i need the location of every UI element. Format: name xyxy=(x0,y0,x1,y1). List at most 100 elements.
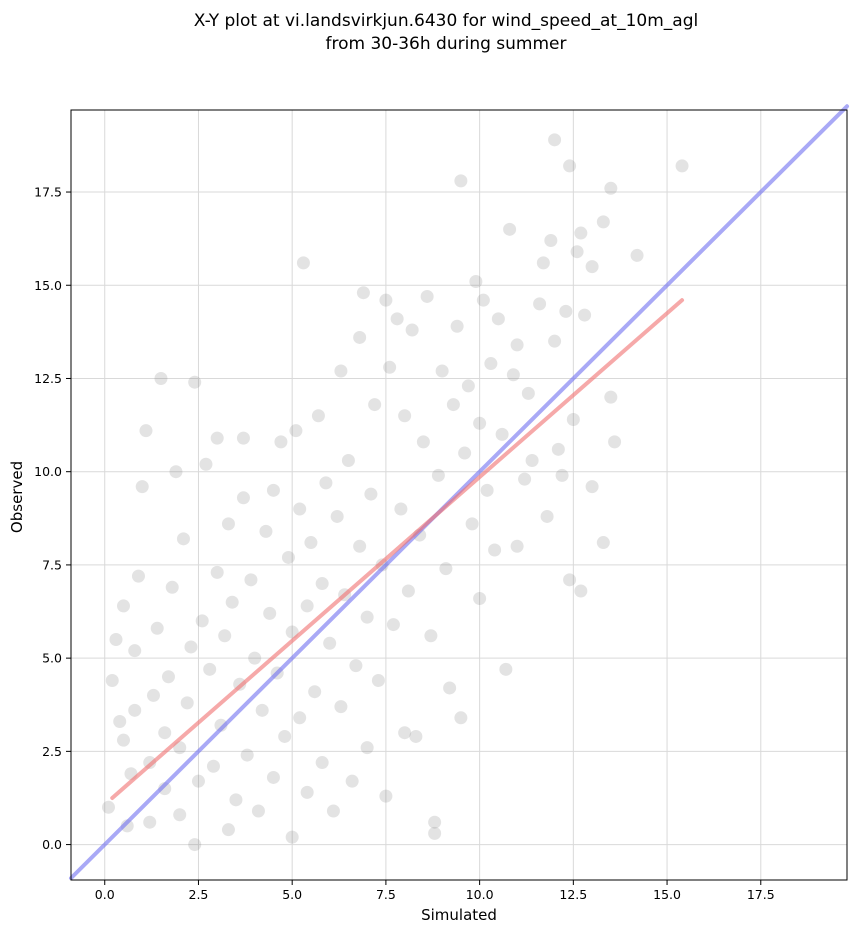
scatter-point xyxy=(563,159,577,173)
scatter-point xyxy=(416,435,430,449)
scatter-point xyxy=(169,465,183,479)
scatter-point xyxy=(135,480,149,494)
scatter-point xyxy=(461,379,475,393)
scatter-point xyxy=(473,591,487,605)
scatter-point xyxy=(315,756,329,770)
scatter-point xyxy=(401,584,415,598)
scatter-point xyxy=(105,674,119,688)
scatter-point xyxy=(548,133,562,147)
scatter-point xyxy=(109,632,123,646)
scatter-point xyxy=(431,468,445,482)
scatter-point xyxy=(341,454,355,468)
scatter-point xyxy=(334,364,348,378)
scatter-point xyxy=(506,368,520,382)
scatter-point xyxy=(180,696,194,710)
scatter-point xyxy=(585,480,599,494)
scatter-point xyxy=(443,681,457,695)
scatter-point xyxy=(574,226,588,240)
scatter-point xyxy=(390,312,404,326)
scatter-point xyxy=(473,416,487,430)
scatter-point xyxy=(300,785,314,799)
x-tick-label: 7.5 xyxy=(376,887,396,902)
reference-lines xyxy=(69,104,849,881)
plot-frame xyxy=(70,109,848,881)
scatter-point xyxy=(604,390,618,404)
scatter-point xyxy=(293,711,307,725)
scatter-point xyxy=(566,412,580,426)
scatter-point xyxy=(323,636,337,650)
scatter-point xyxy=(371,674,385,688)
scatter-point xyxy=(154,371,168,385)
scatter-point xyxy=(630,248,644,262)
scatter-point xyxy=(394,502,408,516)
identity-line xyxy=(69,104,849,881)
scatter-point xyxy=(218,629,232,643)
scatter-point xyxy=(139,424,153,438)
scatter-point xyxy=(420,289,434,303)
scatter-point xyxy=(131,569,145,583)
scatter-point xyxy=(236,431,250,445)
x-tick-label: 12.5 xyxy=(559,887,587,902)
scatter-point xyxy=(236,491,250,505)
scatter-point xyxy=(278,729,292,743)
scatter-point xyxy=(570,245,584,259)
scatter-point xyxy=(259,524,273,538)
scatter-point xyxy=(289,424,303,438)
scatter-point xyxy=(229,793,243,807)
scatter-point xyxy=(319,476,333,490)
y-axis-label: Observed xyxy=(8,461,26,533)
scatter-point xyxy=(469,275,483,289)
scatter-point xyxy=(188,838,202,852)
scatter-point xyxy=(578,308,592,322)
scatter-point xyxy=(559,304,573,318)
scatter-point xyxy=(176,532,190,546)
fit-line xyxy=(110,298,685,800)
scatter-point xyxy=(596,536,610,550)
scatter-point xyxy=(510,338,524,352)
scatter-point xyxy=(353,330,367,344)
scatter-point xyxy=(585,260,599,274)
chart-title-line-1: X-Y plot at vi.landsvirkjun.6430 for win… xyxy=(194,11,698,31)
y-tick-label: 15.0 xyxy=(34,278,62,293)
y-tick-label: 2.5 xyxy=(42,744,62,759)
scatter-point xyxy=(548,334,562,348)
scatter-point xyxy=(281,550,295,564)
scatter-point xyxy=(266,770,280,784)
y-tick-label: 10.0 xyxy=(34,464,62,479)
scatter-point xyxy=(491,312,505,326)
scatter-point xyxy=(315,577,329,591)
scatter-point xyxy=(101,800,115,814)
scatter-point xyxy=(203,662,217,676)
scatter-point xyxy=(398,726,412,740)
scatter-point xyxy=(563,573,577,587)
scatter-point xyxy=(188,375,202,389)
scatter-point xyxy=(165,580,179,594)
scatter-point xyxy=(210,565,224,579)
scatter-point xyxy=(146,688,160,702)
scatter-point xyxy=(116,599,130,613)
y-tick-label: 12.5 xyxy=(34,371,62,386)
scatter-point xyxy=(199,457,213,471)
scatter-point xyxy=(476,293,490,307)
scatter-point xyxy=(304,536,318,550)
scatter-point xyxy=(555,468,569,482)
scatter-point xyxy=(158,726,172,740)
scatter-point xyxy=(244,573,258,587)
scatter-point xyxy=(454,174,468,188)
scatter-point xyxy=(248,651,262,665)
scatter-point xyxy=(454,711,468,725)
scatter-point xyxy=(356,286,370,300)
scatter-point xyxy=(251,804,265,818)
scatter-point xyxy=(521,386,535,400)
scatter-point xyxy=(173,808,187,822)
scatter-point xyxy=(383,360,397,374)
scatter-point xyxy=(368,398,382,412)
scatter-point xyxy=(334,700,348,714)
scatter-point xyxy=(480,483,494,497)
scatter-point xyxy=(263,606,277,620)
scatter-point xyxy=(311,409,325,423)
scatter-point xyxy=(113,715,127,729)
scatter-point xyxy=(424,629,438,643)
chart-title-line-2: from 30-36h during summer xyxy=(326,34,567,54)
